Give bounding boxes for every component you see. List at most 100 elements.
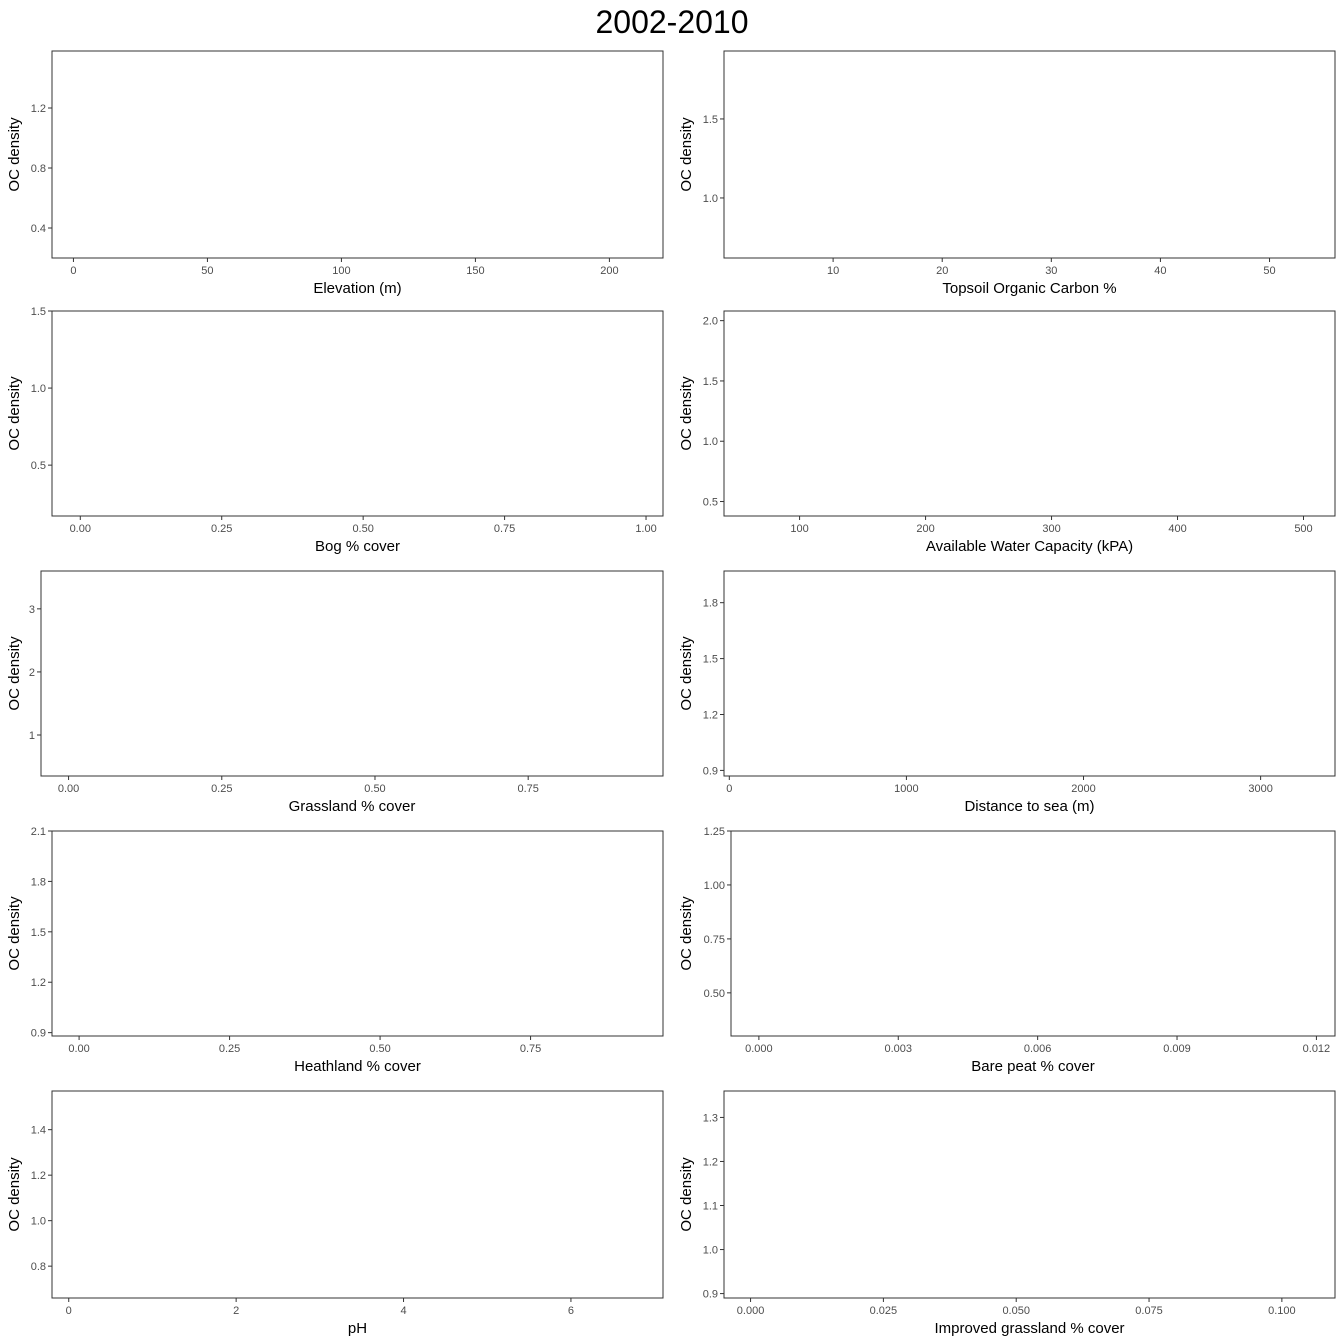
x-axis-title: pH (348, 1320, 367, 1337)
x-axis-title: Distance to sea (m) (964, 798, 1094, 815)
y-tick-label: 1.8 (31, 876, 46, 888)
x-tick-label: 3000 (1248, 783, 1272, 795)
panel-3: 0.00 0.25 0.50 0.75 1.00 0.5 1.0 1.5 Bog % cover… (6, 306, 664, 555)
x-tick-label: 0.25 (211, 783, 232, 795)
panel-border (51, 50, 664, 259)
x-tick-label: 0.50 (352, 523, 373, 535)
y-axis-title: OC density (678, 636, 695, 711)
y-tick-label: 2.0 (703, 316, 718, 328)
y-tick-label: 0.9 (31, 1028, 46, 1040)
y-tick-label: 1.0 (31, 383, 46, 395)
y-tick-label: 1.2 (31, 977, 46, 989)
y-axis-title: OC density (678, 376, 695, 451)
x-tick-label: 0 (726, 783, 732, 795)
x-tick-label: 6 (568, 1305, 574, 1317)
y-tick-label: 0.4 (31, 223, 46, 235)
x-tick-label: 0.075 (1135, 1305, 1163, 1317)
x-tick-label: 0.50 (369, 1043, 390, 1055)
x-axis-title: Elevation (m) (313, 280, 401, 297)
y-tick-label: 1.0 (31, 1216, 46, 1228)
panel-border (51, 830, 664, 1037)
y-tick-label: 3 (29, 604, 35, 616)
y-tick-label: 1.0 (703, 436, 718, 448)
y-axis-title: OC density (678, 1157, 695, 1232)
y-tick-label: 1.2 (31, 103, 46, 115)
x-tick-label: 0.009 (1163, 1043, 1191, 1055)
x-tick-label: 0.25 (219, 1043, 240, 1055)
panel-border (723, 1090, 1336, 1299)
panel-border (723, 570, 1336, 777)
x-tick-label: 1.00 (635, 523, 656, 535)
x-tick-label: 50 (1263, 265, 1275, 277)
x-tick-label: 0.00 (70, 523, 91, 535)
y-tick-label: 0.5 (31, 460, 46, 472)
x-tick-label: 0.75 (494, 523, 515, 535)
panel-10: 0.000 0.025 0.050 0.075 0.100 0.9 1.0 1.1 1.2 1.3… (678, 1090, 1336, 1337)
x-axis-title: Grassland % cover (289, 798, 416, 815)
y-tick-label: 1.0 (703, 1245, 718, 1257)
x-tick-label: 2 (233, 1305, 239, 1317)
y-tick-label: 1.5 (31, 306, 46, 318)
figure-title: 2002-2010 (595, 4, 748, 40)
y-tick-label: 1.3 (703, 1112, 718, 1124)
y-tick-label: 2 (29, 667, 35, 679)
panel-6: 0 1000 2000 3000 0.9 1.2 1.5 1.8 Distance to sea… (678, 570, 1336, 815)
x-tick-label: 1000 (894, 783, 918, 795)
x-tick-label: 0.50 (364, 783, 385, 795)
y-tick-label: 1.4 (31, 1125, 46, 1137)
y-tick-label: 1.00 (704, 880, 725, 892)
x-tick-label: 300 (1042, 523, 1060, 535)
y-axis-title: OC density (6, 376, 23, 451)
x-tick-label: 0 (66, 1305, 72, 1317)
x-tick-label: 0.000 (745, 1043, 773, 1055)
y-tick-label: 1.0 (703, 193, 718, 205)
panel-1: 0 50 100 150 200 0.4 0.8 1.2 Elevation (m) OC den… (6, 50, 664, 297)
x-tick-label: 0.25 (211, 523, 232, 535)
y-tick-label: 1.5 (31, 927, 46, 939)
x-axis-title: Improved grassland % cover (934, 1320, 1124, 1337)
x-tick-label: 0.006 (1024, 1043, 1052, 1055)
x-tick-label: 400 (1168, 523, 1186, 535)
x-tick-label: 4 (400, 1305, 406, 1317)
y-tick-label: 1.25 (704, 826, 725, 838)
y-axis-title: OC density (6, 117, 23, 192)
x-axis-title: Bog % cover (315, 538, 400, 555)
y-tick-label: 1.5 (703, 654, 718, 666)
y-tick-label: 1 (29, 730, 35, 742)
panel-border (723, 310, 1336, 517)
y-axis-title: OC density (678, 117, 695, 192)
panel-border (730, 830, 1336, 1037)
panel-9: 0 2 4 6 0.8 1.0 1.2 1.4 pH OC density (6, 1090, 664, 1337)
y-tick-label: 0.5 (703, 497, 718, 509)
y-tick-label: 0.9 (703, 765, 718, 777)
x-tick-label: 30 (1045, 265, 1057, 277)
panel-border (51, 310, 664, 517)
x-tick-label: 0.00 (58, 783, 79, 795)
y-tick-label: 1.2 (31, 1170, 46, 1182)
x-tick-label: 100 (332, 265, 350, 277)
y-tick-label: 0.8 (31, 1261, 46, 1273)
x-tick-label: 0.050 (1002, 1305, 1030, 1317)
y-axis-title: OC density (6, 1157, 23, 1232)
x-axis-title: Bare peat % cover (971, 1058, 1094, 1075)
panel-8: 0.000 0.003 0.006 0.009 0.012 0.50 0.75 1.00 1.2… (678, 826, 1336, 1075)
y-axis-title: OC density (6, 896, 23, 971)
y-tick-label: 0.50 (704, 988, 725, 1000)
x-tick-label: 200 (916, 523, 934, 535)
y-tick-label: 1.5 (703, 114, 718, 126)
x-tick-label: 0.75 (520, 1043, 541, 1055)
x-tick-label: 10 (827, 265, 839, 277)
x-axis-title: Topsoil Organic Carbon % (942, 280, 1116, 297)
x-tick-label: 50 (201, 265, 213, 277)
x-tick-label: 0.75 (517, 783, 538, 795)
y-tick-label: 1.8 (703, 598, 718, 610)
y-tick-label: 1.2 (703, 710, 718, 722)
x-tick-label: 0.025 (870, 1305, 898, 1317)
y-tick-label: 0.75 (704, 934, 725, 946)
x-axis-title: Heathland % cover (294, 1058, 421, 1075)
x-tick-label: 100 (790, 523, 808, 535)
x-tick-label: 40 (1154, 265, 1166, 277)
x-tick-label: 2000 (1071, 783, 1095, 795)
